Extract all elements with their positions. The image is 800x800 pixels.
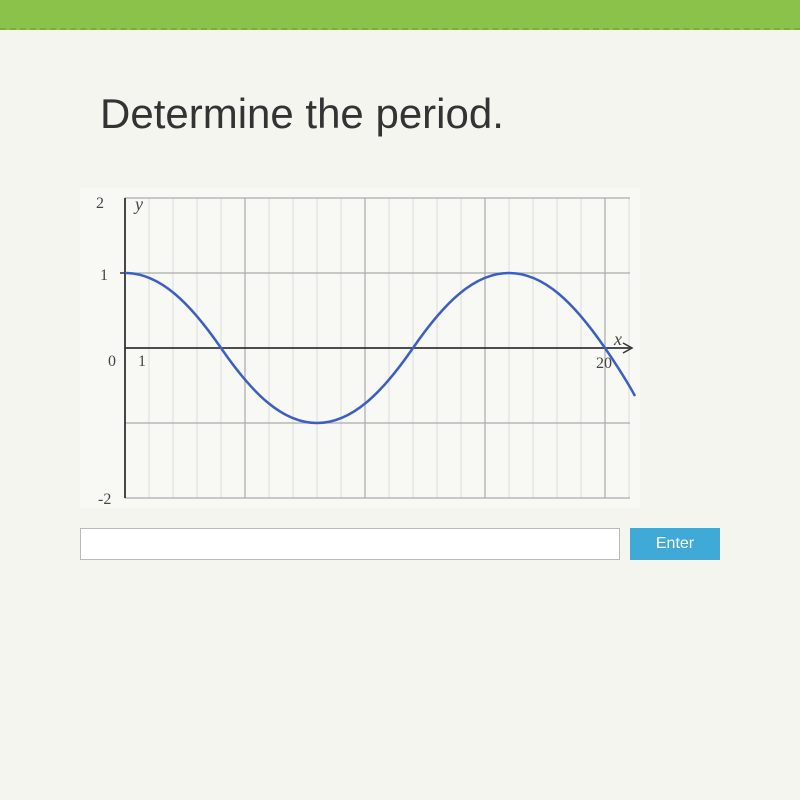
x-tick-label-20: 20 [596, 355, 612, 372]
content-area: Determine the period. [0, 30, 800, 800]
chart-svg: 2 y 1 0 1 20 x -2 [80, 188, 640, 508]
x-axis-label: x [613, 329, 622, 349]
answer-input[interactable] [80, 528, 620, 560]
question-title: Determine the period. [100, 90, 720, 138]
answer-row: Enter [80, 528, 720, 560]
enter-button[interactable]: Enter [630, 528, 720, 560]
x-tick-label-1: 1 [138, 353, 146, 370]
y-axis-label: y [133, 194, 143, 214]
y-tick-label-1: 1 [100, 267, 108, 284]
period-chart: 2 y 1 0 1 20 x -2 [80, 188, 640, 508]
y-tick-label-neg2: -2 [98, 491, 111, 508]
origin-label-0: 0 [108, 353, 116, 370]
top-bar [0, 0, 800, 30]
y-axis-top-tick: 2 [96, 195, 104, 212]
